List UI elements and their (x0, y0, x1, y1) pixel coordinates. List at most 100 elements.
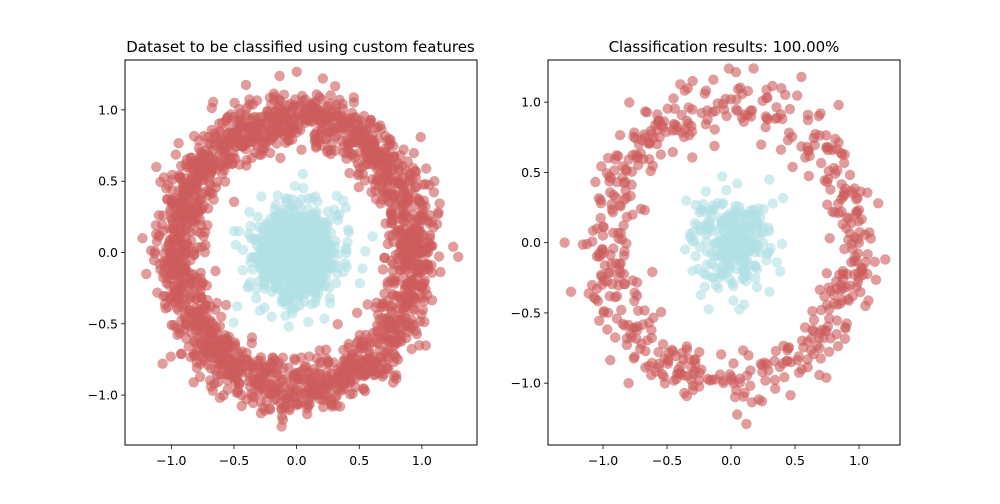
left-point-s0-1841 (370, 357, 381, 369)
left-point-s0-1878 (387, 218, 398, 229)
right-point-s1-52 (727, 278, 738, 289)
left-point-s1-882 (292, 225, 303, 237)
right-point-s0-424 (836, 179, 847, 190)
right-point-s0-70 (880, 254, 891, 265)
right-point-s0-457 (802, 362, 813, 373)
left-point-s0-1558 (240, 143, 251, 155)
left-point-s1-608 (357, 263, 368, 274)
right-point-s0-152 (814, 369, 825, 381)
left-point-s1-236 (303, 316, 314, 328)
left-point-s0-1457 (166, 319, 177, 331)
left-point-s0-1926 (203, 327, 215, 338)
left-point-s1-839 (309, 287, 321, 299)
left-point-s0-1785 (241, 102, 252, 114)
left-point-s0-1876 (185, 290, 196, 301)
right-point-s0-256 (718, 377, 729, 389)
left-point-s0-1778 (192, 193, 203, 204)
left-point-s0-1529 (387, 288, 398, 300)
left-point-s1-886 (275, 208, 287, 219)
right-point-s0-499 (832, 341, 844, 352)
left-point-s0-1856 (322, 374, 333, 385)
left-ytick-label-4: 1.0 (98, 102, 118, 117)
right-point-s0-438 (598, 307, 609, 318)
right-point-s0-501 (606, 199, 617, 210)
left-point-s0-1413 (395, 150, 406, 161)
left-point-s0-1535 (254, 149, 265, 160)
left-point-s0-1784 (260, 116, 271, 128)
right-point-s0-301 (835, 298, 846, 309)
right-point-s0-112 (869, 256, 880, 267)
left-point-s0-1655 (179, 224, 191, 236)
left-point-s1-844 (283, 293, 294, 304)
right-point-s0-65 (839, 243, 850, 255)
left-point-s0-471 (299, 361, 310, 372)
left-point-s1-787 (306, 193, 318, 204)
left-point-s0-1866 (245, 358, 256, 369)
right-point-s0-507 (824, 233, 835, 244)
right-point-s1-266 (745, 223, 756, 234)
right-point-s1-157 (680, 244, 691, 255)
left-point-s0-385 (348, 92, 359, 103)
left-point-s0-1918 (448, 241, 459, 252)
left-point-s0-1883 (318, 401, 329, 413)
right-point-s0-221 (815, 353, 826, 364)
right-point-s0-388 (820, 130, 832, 141)
right-point-s0-93 (631, 277, 643, 288)
right-point-s0-439 (644, 154, 655, 165)
right-point-s0-408 (760, 111, 771, 122)
left-point-s1-862 (257, 266, 268, 277)
left-point-s0-942 (175, 348, 187, 360)
left-point-s0-1612 (153, 210, 165, 221)
left-point-s1-835 (320, 262, 331, 274)
right-point-s0-355 (618, 220, 629, 231)
right-point-s0-267 (824, 304, 835, 315)
right-point-s1-136 (700, 186, 711, 197)
left-point-s1-792 (296, 194, 307, 205)
left-point-s0-1459 (195, 358, 206, 369)
left-point-s0-1805 (170, 149, 181, 160)
right-point-s1-258 (699, 281, 711, 292)
left-point-s0-1788 (365, 155, 377, 166)
right-point-s1-235 (733, 247, 744, 258)
right-points-group (559, 63, 891, 430)
left-point-s0-1520 (289, 353, 300, 364)
left-point-s0-1790 (325, 112, 336, 123)
right-point-s0-532 (796, 71, 807, 83)
right-point-s1-239 (776, 238, 788, 250)
left-point-s0-436 (214, 392, 226, 403)
right-point-s0-443 (762, 92, 773, 103)
left-point-s1-377 (244, 206, 255, 218)
right-point-s1-223 (741, 238, 752, 249)
left-point-s0-1914 (311, 381, 322, 392)
right-point-s1-267 (706, 258, 717, 269)
right-point-s0-411 (763, 365, 774, 376)
left-point-s1-468 (367, 231, 378, 242)
right-point-s1-130 (721, 184, 732, 196)
left-point-s0-1900 (416, 247, 428, 258)
left-point-s0-888 (152, 287, 163, 298)
left-point-s0-1752 (186, 310, 198, 322)
left-point-s1-910 (253, 275, 265, 287)
left-point-s1-889 (306, 229, 317, 240)
left-point-s0-1439 (200, 300, 211, 312)
right-point-s0-419 (639, 305, 650, 316)
left-point-s0-1477 (241, 347, 252, 359)
right-point-s0-251 (847, 290, 858, 302)
right-point-s1-38 (771, 257, 782, 268)
right-point-s0-480 (659, 378, 671, 389)
left-point-s0-1921 (141, 268, 152, 280)
left-point-s0-1798 (234, 159, 245, 170)
right-point-s0-338 (635, 148, 646, 159)
right-point-s0-310 (793, 351, 804, 362)
right-point-s0-248 (615, 201, 626, 212)
left-point-s0-1787 (173, 305, 184, 316)
right-point-s0-399 (822, 199, 833, 210)
left-point-s1-675 (354, 278, 366, 289)
left-point-s0-1800 (307, 116, 318, 128)
right-point-s1-259 (690, 199, 701, 211)
left-point-s0-798 (394, 265, 406, 276)
left-point-s1-905 (341, 261, 352, 272)
right-point-s0-476 (816, 304, 827, 316)
right-point-s0-202 (610, 332, 621, 343)
left-point-s0-1909 (166, 247, 177, 258)
